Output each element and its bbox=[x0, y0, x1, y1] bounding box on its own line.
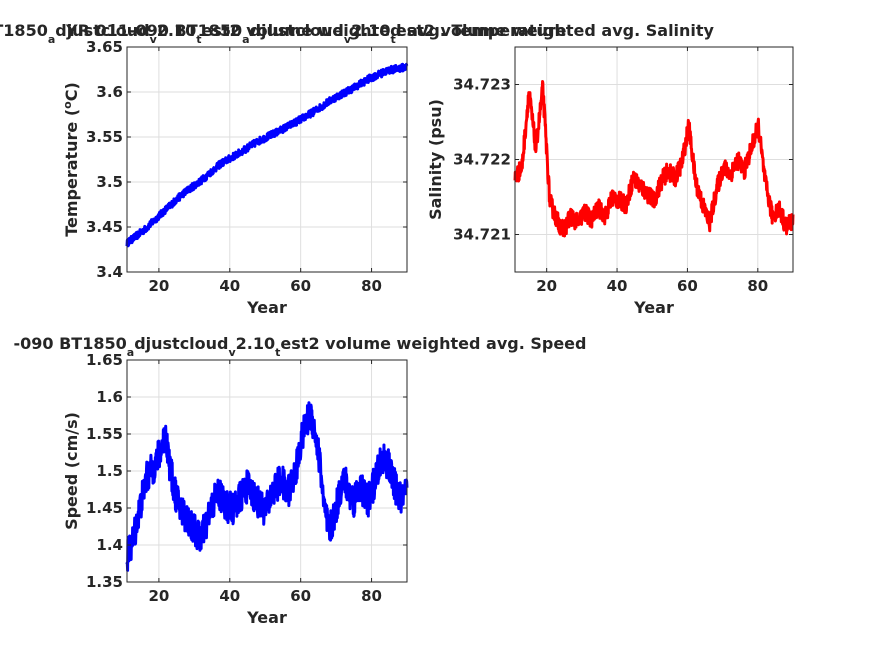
text-part: t bbox=[196, 33, 201, 46]
text-part: est2 volume weighted avg. Salinity bbox=[396, 21, 715, 40]
text-part: 2.10 bbox=[157, 21, 196, 40]
text-part: Speed (cm/s) bbox=[62, 412, 81, 530]
y-tick-label: 3.45 bbox=[86, 218, 123, 236]
text-part: a bbox=[127, 346, 134, 359]
series-line bbox=[125, 62, 409, 248]
y-tick-label: 3.4 bbox=[96, 263, 123, 281]
x-tick-label: 40 bbox=[607, 277, 628, 295]
text-part: 2.10 bbox=[236, 334, 275, 353]
x-tick-label: 80 bbox=[361, 587, 382, 605]
y-tick-label: 1.55 bbox=[86, 425, 123, 443]
y-tick-label: 1.4 bbox=[96, 536, 123, 554]
y-tick-label: 3.6 bbox=[96, 83, 123, 101]
y-tick-label: 3.65 bbox=[86, 38, 123, 56]
y-tick-label: 3.55 bbox=[86, 128, 123, 146]
axes-box bbox=[126, 46, 408, 273]
series-line bbox=[513, 79, 795, 238]
x-tick-label: 80 bbox=[747, 277, 768, 295]
text-part: -090 BT1850 bbox=[14, 334, 127, 353]
y-tick-label: 34.721 bbox=[453, 226, 511, 244]
chart-title: YR 011-090 BT1850adjustcloudv2.10test2 v… bbox=[65, 21, 715, 46]
y-tick-label: 3.5 bbox=[96, 173, 123, 191]
y-tick-label: 1.6 bbox=[96, 388, 123, 406]
text-part: YR 011-090 BT1850 bbox=[65, 21, 242, 40]
text-part: t bbox=[391, 33, 396, 46]
x-tick-label: 60 bbox=[290, 277, 311, 295]
y-tick-label: 1.65 bbox=[86, 351, 123, 369]
text-part: t bbox=[275, 346, 280, 359]
x-tick-label: 20 bbox=[536, 277, 557, 295]
x-axis-label: Year bbox=[246, 298, 287, 317]
y-tick-label: 34.723 bbox=[453, 76, 511, 94]
x-axis-label: Year bbox=[633, 298, 674, 317]
text-part: est2 volume weighted avg. Speed bbox=[280, 334, 586, 353]
y-tick-label: 1.35 bbox=[86, 573, 123, 591]
y-tick-label: 34.722 bbox=[453, 151, 511, 169]
x-tick-label: 60 bbox=[677, 277, 698, 295]
text-part: v bbox=[229, 346, 237, 359]
x-tick-label: 20 bbox=[148, 277, 169, 295]
text-part: djustcloud bbox=[134, 334, 228, 353]
x-tick-label: 40 bbox=[219, 277, 240, 295]
chart-title: -090 BT1850adjustcloudv2.10test2 volume … bbox=[14, 334, 587, 359]
text-part: 0 BT1850 bbox=[0, 21, 48, 40]
y-axis-label: Temperature (oC) bbox=[61, 82, 82, 237]
y-axis-label: Salinity (psu) bbox=[426, 99, 445, 220]
text-part: a bbox=[242, 33, 249, 46]
x-tick-label: 80 bbox=[361, 277, 382, 295]
text-part: est2 volume weighted avg. Temperature bbox=[202, 21, 567, 40]
chart-salinity: 20 40 60 80 34.721 34.722 34.723 Year Salinity (… bbox=[65, 21, 795, 317]
y-tick-label: 1.45 bbox=[86, 499, 123, 517]
x-tick-label: 40 bbox=[219, 587, 240, 605]
text-part: v bbox=[344, 33, 352, 46]
text-part: Temperature ( bbox=[62, 109, 81, 237]
text-part: 2.10 bbox=[351, 21, 390, 40]
text-part: v bbox=[150, 33, 158, 46]
y-axis-label: Speed (cm/s) bbox=[62, 412, 81, 530]
y-tick-label: 1.5 bbox=[96, 462, 123, 480]
text-part: C) bbox=[62, 82, 81, 101]
x-tick-label: 20 bbox=[148, 587, 169, 605]
chart-temperature: 20 40 60 80 3.4 3.45 3.5 3.55 3.6 3.65 Year Tempera… bbox=[0, 21, 567, 317]
text-part: djustcloud bbox=[55, 21, 149, 40]
chart-speed: 20 40 60 80 1.35 1.4 1.45 1.5 1.55 1.6 1.65 Year Spe… bbox=[14, 334, 587, 627]
text-part: a bbox=[48, 33, 55, 46]
text-part: o bbox=[61, 101, 74, 109]
series-line bbox=[125, 401, 409, 572]
x-tick-label: 60 bbox=[290, 587, 311, 605]
x-axis-label: Year bbox=[246, 608, 287, 627]
chart-title: 0 BT1850adjustcloudv2.10test2 volume wei… bbox=[0, 21, 567, 46]
text-part: djustcloud bbox=[250, 21, 344, 40]
text-part: Salinity (psu) bbox=[426, 99, 445, 220]
